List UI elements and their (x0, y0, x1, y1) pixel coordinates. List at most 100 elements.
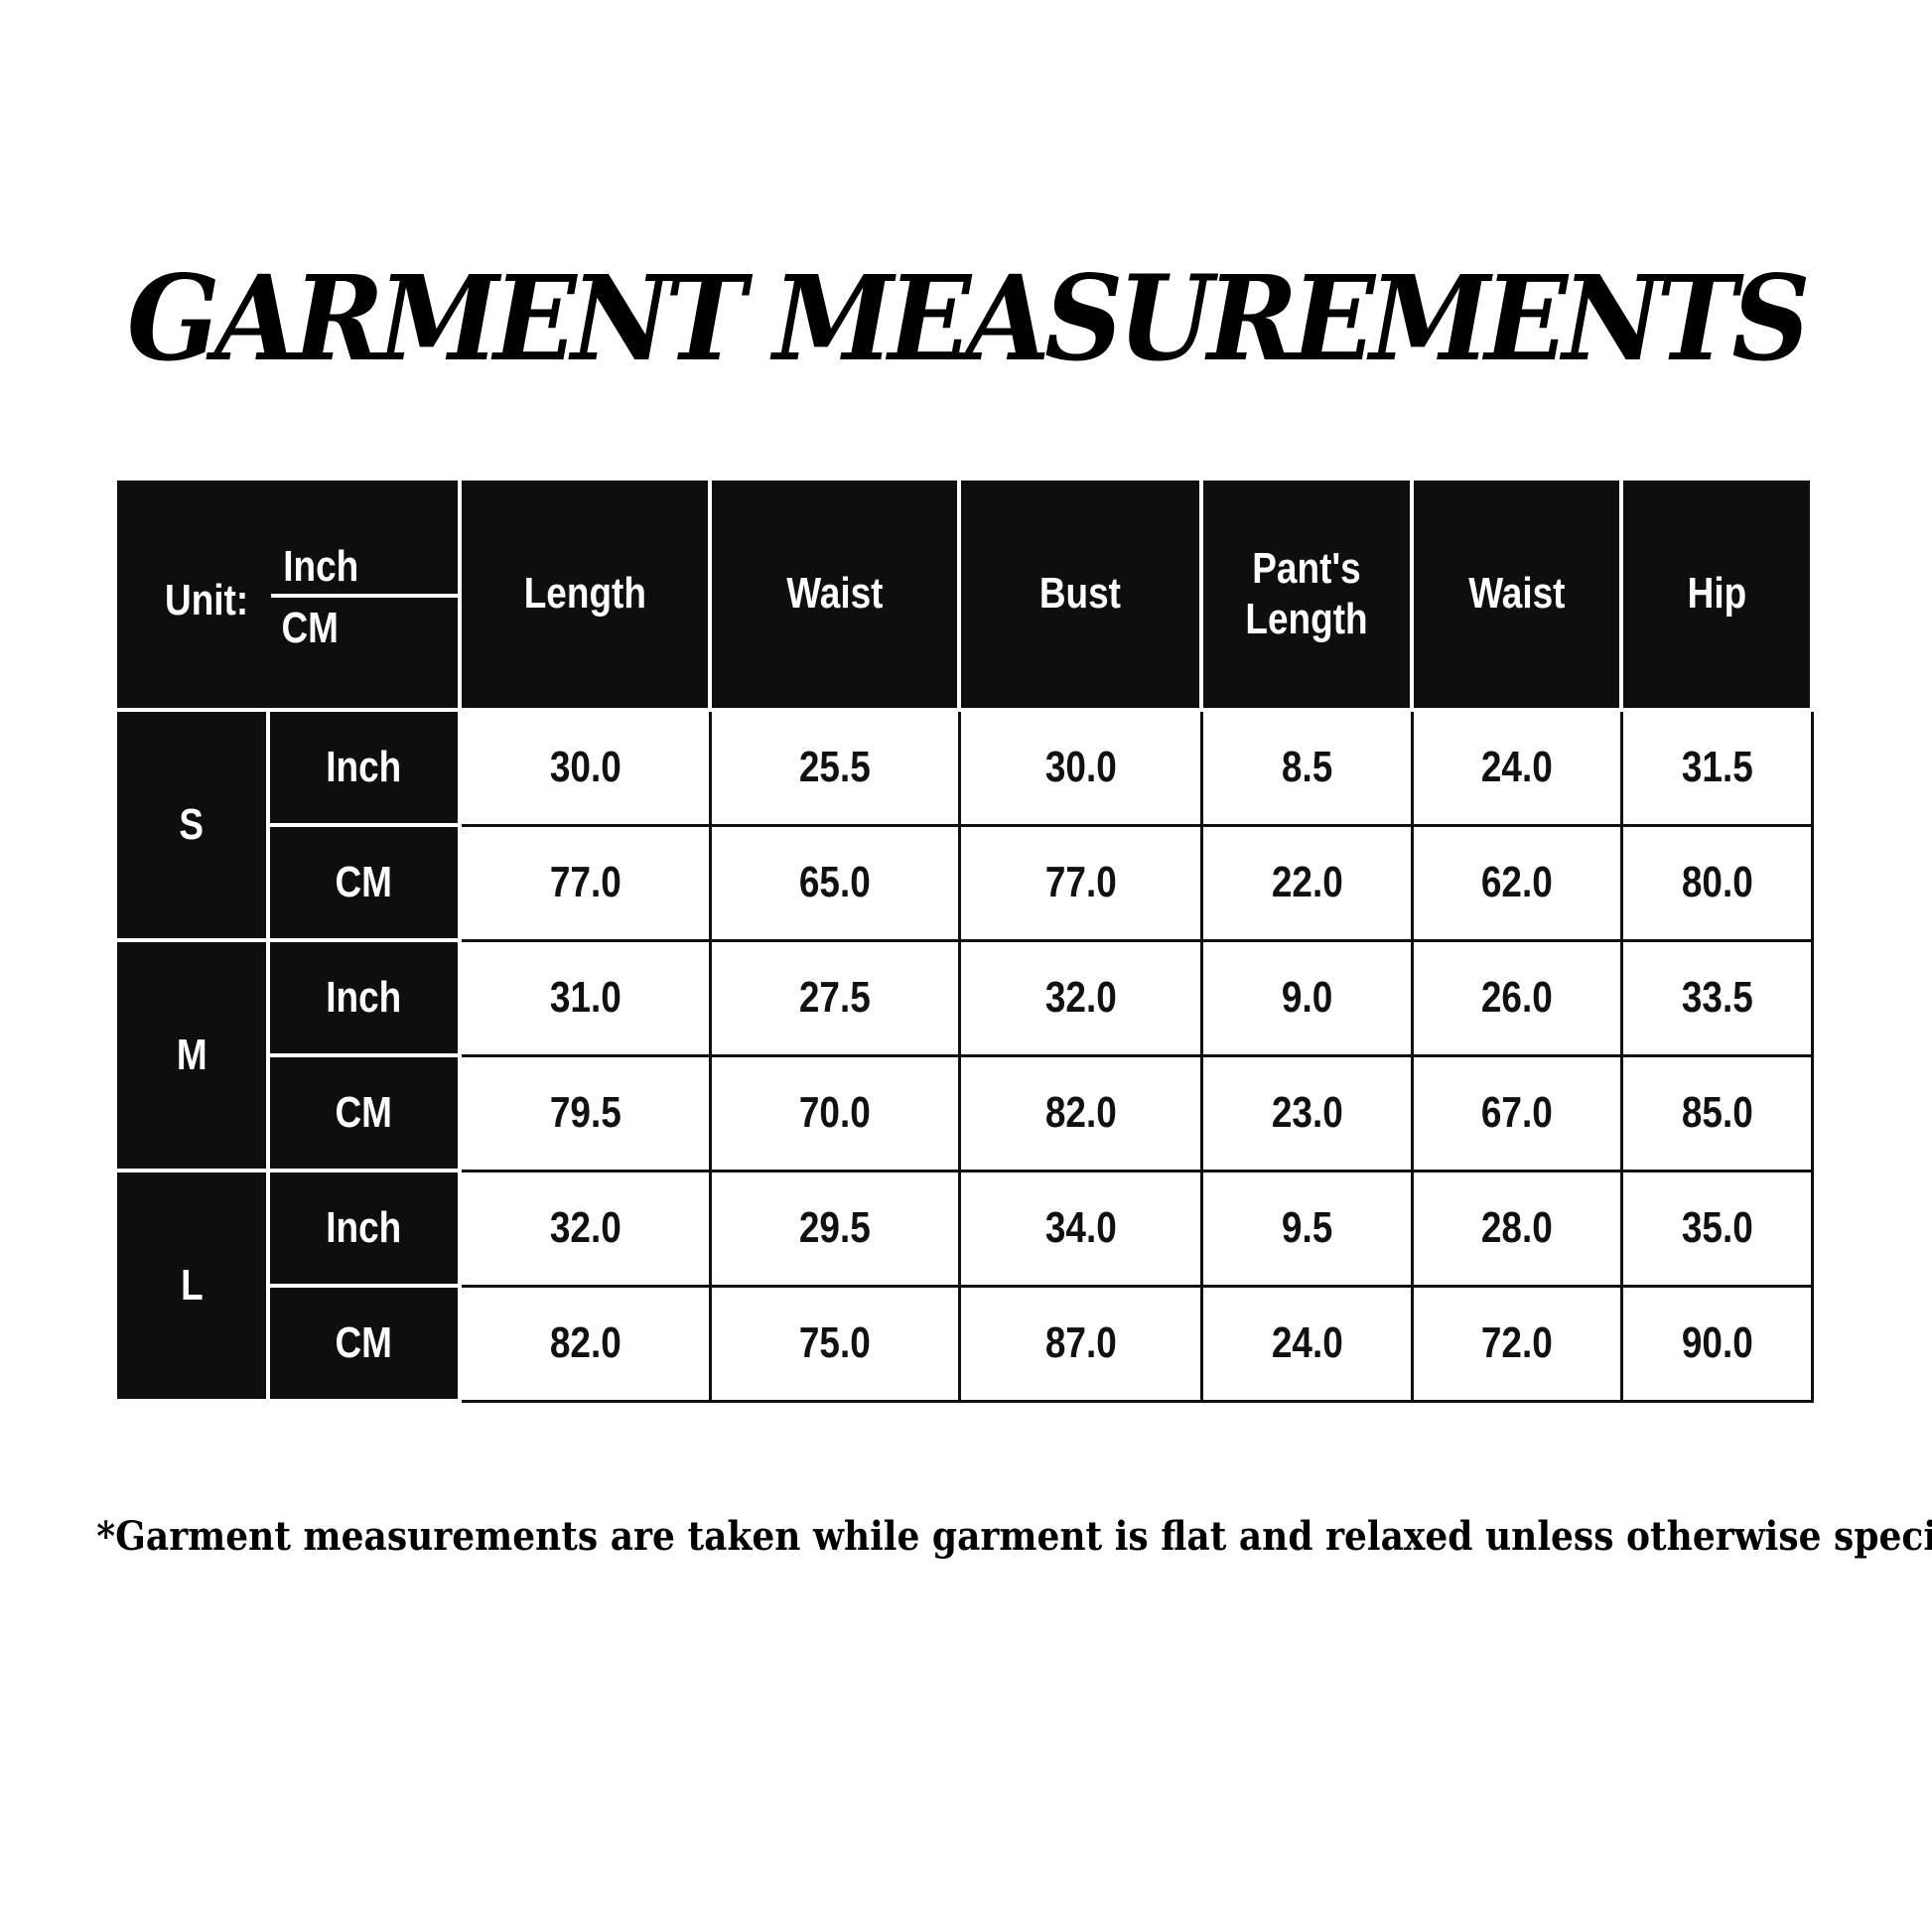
measurement-cell-text: 22.0 (1271, 858, 1343, 907)
measurement-cell-text: 30.0 (549, 743, 621, 792)
column-header-text: Length (523, 569, 646, 619)
row-unit-label: CM (270, 1057, 462, 1173)
column-header-text: Waist (1467, 569, 1566, 619)
row-unit-label-text: CM (335, 1317, 393, 1367)
row-unit-label-text: Inch (326, 1202, 402, 1252)
measurement-cell: 9.5 (1203, 1173, 1414, 1288)
measurement-cell-text: 26.0 (1481, 973, 1553, 1023)
measurement-cell-text: 24.0 (1481, 743, 1553, 792)
measurement-cell: 24.0 (1414, 712, 1623, 827)
column-header-text: Pant's Length (1245, 543, 1368, 643)
measurement-cell-text: 87.0 (1044, 1318, 1117, 1368)
measurement-cell: 72.0 (1414, 1288, 1623, 1403)
footnote: *Garment measurements are taken while ga… (96, 1513, 1932, 1560)
measurement-cell: 31.0 (462, 942, 712, 1057)
measurement-cell: 65.0 (712, 827, 961, 942)
measurement-cell-text: 34.0 (1044, 1203, 1117, 1253)
measurement-cell: 22.0 (1203, 827, 1414, 942)
column-header-text: Hip (1687, 569, 1746, 619)
measurement-cell-text: 9.5 (1281, 1203, 1333, 1253)
measurement-cell: 9.0 (1203, 942, 1414, 1057)
measurement-cell: 32.0 (462, 1173, 712, 1288)
measurement-cell-text: 62.0 (1481, 858, 1553, 907)
measurement-cell: 80.0 (1623, 827, 1814, 942)
measurement-cell-text: 82.0 (549, 1318, 621, 1368)
measurement-cell-text: 31.5 (1681, 743, 1753, 792)
measurement-cell: 82.0 (961, 1057, 1203, 1173)
measurement-cell-text: 33.5 (1681, 973, 1753, 1023)
measurement-cell: 30.0 (961, 712, 1203, 827)
size-label: L (117, 1173, 270, 1403)
page-title: GARMENT MEASUREMENTS (126, 249, 1811, 387)
measurement-cell: 87.0 (961, 1288, 1203, 1403)
measurement-cell-text: 9.0 (1281, 973, 1333, 1023)
unit-divider (271, 594, 458, 598)
measurement-cell-text: 82.0 (1044, 1088, 1117, 1138)
measurement-cell-text: 27.5 (799, 973, 871, 1023)
size-chart-table: Unit: Inch CM Length Waist Bust Pant's Leng… (117, 481, 1814, 1403)
measurement-cell-text: 65.0 (799, 858, 871, 907)
measurement-cell: 27.5 (712, 942, 961, 1057)
size-label: S (117, 712, 270, 942)
measurement-cell: 70.0 (712, 1057, 961, 1173)
measurement-cell: 35.0 (1623, 1173, 1814, 1288)
measurement-cell: 31.5 (1623, 712, 1814, 827)
measurement-cell: 77.0 (462, 827, 712, 942)
measurement-cell-text: 67.0 (1481, 1088, 1553, 1138)
row-unit-label: CM (270, 1288, 462, 1403)
measurement-cell: 29.5 (712, 1173, 961, 1288)
measurement-cell-text: 29.5 (799, 1203, 871, 1253)
unit-inch-label: Inch (283, 542, 359, 591)
measurement-cell-text: 30.0 (1044, 743, 1117, 792)
measurement-cell: 28.0 (1414, 1173, 1623, 1288)
row-unit-label-text: CM (335, 857, 393, 906)
column-header: Pant's Length (1203, 481, 1414, 712)
measurement-cell: 79.5 (462, 1057, 712, 1173)
measurement-cell-text: 8.5 (1281, 743, 1333, 792)
measurement-cell-text: 90.0 (1681, 1318, 1753, 1368)
row-unit-label: Inch (270, 1173, 462, 1288)
column-header-text: Waist (785, 569, 884, 619)
column-header: Length (462, 481, 712, 712)
measurement-cell: 25.5 (712, 712, 961, 827)
measurement-cell: 30.0 (462, 712, 712, 827)
measurement-cell: 62.0 (1414, 827, 1623, 942)
size-label-text: S (179, 799, 205, 849)
measurement-cell: 90.0 (1623, 1288, 1814, 1403)
measurement-cell: 75.0 (712, 1288, 961, 1403)
measurement-cell-text: 77.0 (1044, 858, 1117, 907)
measurement-cell-text: 75.0 (799, 1318, 871, 1368)
measurement-cell: 23.0 (1203, 1057, 1414, 1173)
size-label-text: L (180, 1260, 204, 1310)
measurement-cell: 24.0 (1203, 1288, 1414, 1403)
size-label: M (117, 942, 270, 1173)
measurement-cell-text: 72.0 (1481, 1318, 1553, 1368)
measurement-cell-text: 85.0 (1681, 1088, 1753, 1138)
column-header: Bust (961, 481, 1203, 712)
size-label-text: M (176, 1030, 207, 1079)
measurement-cell-text: 24.0 (1271, 1318, 1343, 1368)
measurement-cell-text: 31.0 (549, 973, 621, 1023)
measurement-cell-text: 28.0 (1481, 1203, 1553, 1253)
row-unit-label: CM (270, 827, 462, 942)
unit-cm-label: CM (281, 604, 339, 652)
column-header: Hip (1623, 481, 1814, 712)
row-unit-label: Inch (270, 942, 462, 1057)
measurement-cell: 67.0 (1414, 1057, 1623, 1173)
row-unit-label: Inch (270, 712, 462, 827)
column-header: Waist (712, 481, 961, 712)
measurement-cell: 26.0 (1414, 942, 1623, 1057)
measurement-cell: 32.0 (961, 942, 1203, 1057)
unit-label: Unit: (165, 576, 249, 624)
measurement-cell-text: 70.0 (799, 1088, 871, 1138)
measurement-cell: 8.5 (1203, 712, 1414, 827)
measurement-cell-text: 35.0 (1681, 1203, 1753, 1253)
measurement-cell: 34.0 (961, 1173, 1203, 1288)
measurement-cell: 85.0 (1623, 1057, 1814, 1173)
measurement-cell-text: 77.0 (549, 858, 621, 907)
unit-header-cell: Unit: Inch CM (117, 481, 462, 712)
row-unit-label-text: Inch (326, 742, 402, 791)
measurement-cell-text: 80.0 (1681, 858, 1753, 907)
column-header-text: Bust (1038, 569, 1122, 619)
measurement-cell-text: 32.0 (1044, 973, 1117, 1023)
